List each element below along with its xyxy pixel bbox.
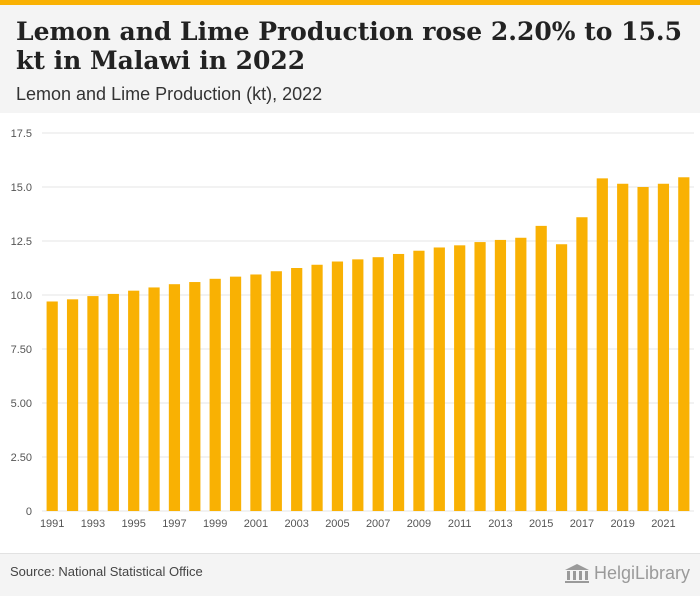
bar-2005: [331, 261, 344, 511]
bar-1991: [46, 301, 58, 511]
chart-subtitle: Lemon and Lime Production (kt), 2022: [16, 84, 323, 104]
x-tick-label: 2019: [610, 518, 634, 530]
bar-2012: [474, 242, 486, 511]
bar-2011: [454, 245, 466, 511]
x-tick-label: 2009: [407, 518, 431, 530]
bar-2022: [678, 177, 690, 511]
bar-2002: [270, 271, 282, 511]
bar-2014: [515, 237, 527, 511]
library-building-icon: [564, 564, 589, 583]
x-axis-tick-labels: 1991 1993 1995 1997 1999 2001 2003 2005 2007 2009…: [40, 518, 676, 530]
bar-2015: [535, 225, 547, 511]
y-tick-label: 5.00: [11, 398, 32, 410]
chart-title: Lemon and Lime Production rose 2.20% to …: [16, 17, 683, 75]
x-tick-label: 2013: [488, 518, 512, 530]
bar-2019: [617, 183, 629, 511]
source-note: Source: National Statistical Office: [10, 564, 203, 579]
footer-divider: [0, 553, 700, 554]
x-tick-label: 2011: [448, 518, 472, 530]
chart-footer: Source: National Statistical Office Helg…: [0, 554, 700, 596]
y-tick-label: 17.5: [11, 128, 32, 140]
bar-1999: [209, 278, 221, 511]
bar-2009: [413, 250, 425, 511]
gridlines: [42, 132, 694, 512]
bar-1998: [189, 282, 201, 511]
bar-2020: [637, 187, 649, 511]
bar-1995: [128, 290, 140, 511]
y-tick-label: 2.50: [11, 452, 32, 464]
bar-1992: [66, 299, 79, 511]
bar-2016: [555, 244, 568, 512]
y-tick-label: 10.0: [11, 290, 32, 302]
bar-2013: [494, 239, 507, 512]
bar-2004: [311, 264, 323, 511]
y-axis-tick-labels: 0 2.50 5.00 7.50 10.0 12.5 15.0 17.5: [11, 128, 32, 518]
bar-2003: [291, 268, 303, 511]
bar-2008: [392, 253, 405, 511]
x-tick-label: 2015: [529, 518, 553, 530]
bar-2000: [229, 276, 242, 511]
x-tick-label: 1997: [162, 518, 186, 530]
x-tick-label: 2021: [651, 518, 675, 530]
bar-1994: [107, 293, 119, 511]
x-tick-label: 2007: [366, 518, 390, 530]
y-tick-label: 12.5: [11, 236, 32, 248]
x-tick-label: 2017: [570, 518, 594, 530]
x-tick-label: 1999: [203, 518, 227, 530]
y-tick-label: 7.50: [11, 344, 32, 356]
x-tick-label: 2005: [325, 518, 349, 530]
x-tick-label: 1991: [40, 518, 64, 530]
bar-1996: [148, 287, 160, 511]
y-tick-label: 15.0: [11, 182, 32, 194]
y-tick-label: 0: [26, 506, 32, 518]
x-tick-label: 1995: [121, 518, 145, 530]
bar-2001: [250, 274, 262, 511]
bar-2017: [576, 217, 588, 511]
bars: [46, 177, 690, 512]
bar-2018: [596, 178, 608, 512]
bar-2007: [372, 257, 384, 511]
x-tick-label: 1993: [81, 518, 105, 530]
bar-1997: [168, 284, 181, 511]
brand-name: HelgiLibrary: [593, 562, 690, 583]
x-tick-label: 2003: [284, 518, 308, 530]
chart-header: Lemon and Lime Production rose 2.20% to …: [0, 5, 700, 113]
bar-2021: [657, 183, 670, 511]
x-tick-label: 2001: [244, 518, 268, 530]
accent-bar: [0, 0, 700, 5]
bar-1993: [87, 296, 99, 511]
bar-2010: [433, 247, 445, 512]
brand-logo: HelgiLibrary: [564, 560, 690, 586]
bar-2006: [352, 259, 364, 511]
